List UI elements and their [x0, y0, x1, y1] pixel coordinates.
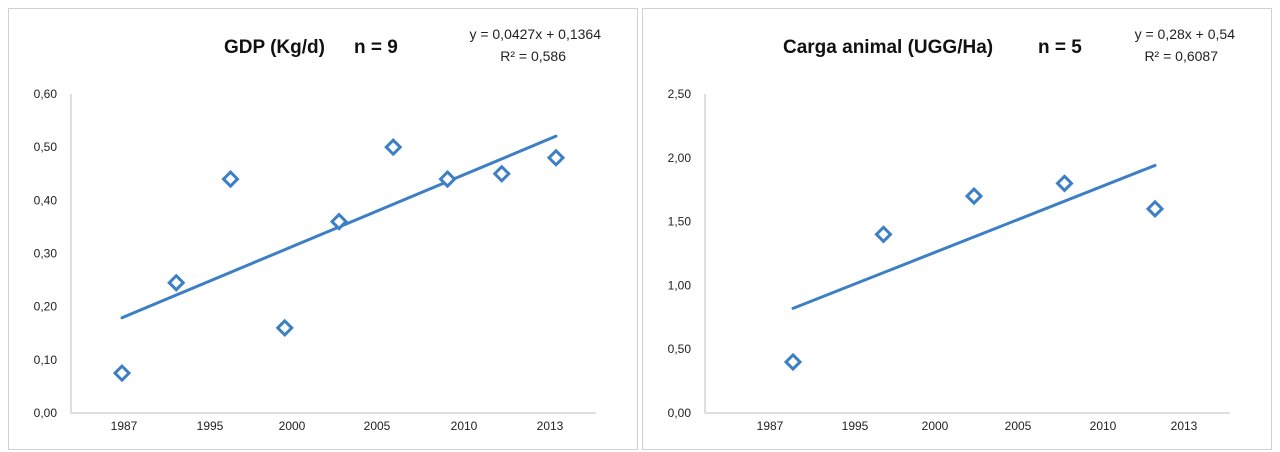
y-tick-label: 2,00 [668, 151, 692, 165]
y-tick-label: 0,50 [668, 342, 692, 356]
data-point-diamond [1145, 199, 1165, 218]
chart-title: GDP (Kg/d) [224, 37, 325, 58]
n-label: n = 9 [354, 37, 398, 58]
x-tick-label: 2013 [537, 419, 564, 433]
x-tick-label: 1987 [111, 419, 138, 433]
data-point-diamond [1055, 174, 1074, 193]
chart-title: Carga animal (UGG/Ha) [783, 37, 993, 58]
data-point-diamond [384, 138, 403, 157]
data-point-diamond [546, 148, 566, 167]
y-tick-label: 1,50 [668, 215, 692, 229]
data-point-diamond [275, 318, 294, 338]
carga-animal-scatter-chart: Carga animal (UGG/Ha) n = 5 y = 0,28x + … [668, 26, 1236, 433]
x-tick-label: 2005 [364, 419, 391, 433]
y-tick-label: 0,00 [34, 406, 58, 420]
gdp-scatter-chart: GDP (Kg/d) n = 9 y = 0,0427x + 0,1364 R²… [34, 26, 602, 433]
y-tick-label: 0,40 [34, 193, 58, 207]
x-tick-label: 2005 [1005, 419, 1032, 433]
chart-panel-carga-animal: Carga animal (UGG/Ha) n = 5 y = 0,28x + … [642, 8, 1272, 450]
data-point-diamond [167, 273, 186, 292]
data-point-diamond [221, 169, 240, 189]
y-tick-label: 0,10 [34, 353, 58, 367]
x-tick-label: 1995 [842, 419, 869, 433]
y-tick-label: 0,30 [34, 247, 58, 261]
data-point-diamond [438, 169, 457, 189]
trend-r2: R² = 0,6087 [1144, 48, 1218, 64]
x-tick-label: 2000 [279, 419, 306, 433]
x-tick-label: 2013 [1171, 419, 1198, 433]
trend-equation: y = 0,0427x + 0,1364 [469, 26, 601, 42]
data-point-diamond [329, 212, 349, 231]
y-tick-label: 2,50 [668, 87, 692, 101]
data-point-diamond [112, 364, 132, 383]
n-label: n = 5 [1038, 37, 1082, 58]
y-tick-label: 0,20 [34, 300, 58, 314]
x-tick-label: 2010 [1090, 419, 1117, 433]
data-point-diamond [783, 352, 803, 372]
data-point-diamond [964, 186, 984, 206]
x-tick-label: 1995 [197, 419, 224, 433]
y-tick-label: 0,50 [34, 140, 58, 154]
data-point-diamond [874, 225, 893, 244]
y-tick-label: 0,60 [34, 87, 58, 101]
trend-line [791, 163, 1157, 310]
y-tick-label: 1,00 [668, 278, 692, 292]
trend-r2: R² = 0,586 [500, 48, 566, 64]
chart-panel-gdp: GDP (Kg/d) n = 9 y = 0,0427x + 0,1364 R²… [8, 8, 638, 450]
x-tick-label: 1987 [757, 419, 784, 433]
data-point-diamond [492, 164, 511, 183]
x-tick-label: 2010 [451, 419, 478, 433]
y-tick-label: 0,00 [668, 406, 692, 420]
trend-equation: y = 0,28x + 0,54 [1135, 26, 1236, 42]
x-tick-label: 2000 [922, 419, 949, 433]
